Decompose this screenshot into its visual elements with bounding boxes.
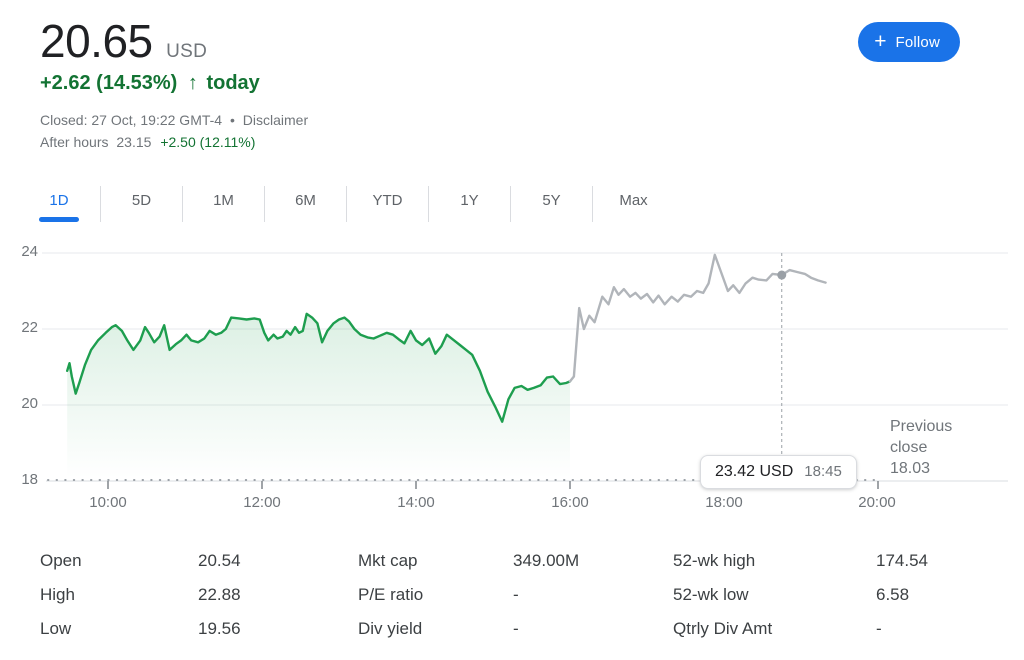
stat-value-mkt-cap: 349.00M bbox=[513, 551, 580, 570]
x-axis-tick: 14:00 bbox=[397, 494, 435, 511]
y-axis-tick: 20 bbox=[21, 395, 38, 412]
follow-button[interactable]: + Follow bbox=[858, 22, 960, 62]
tooltip-time: 18:45 bbox=[804, 463, 842, 480]
stat-value-high: 22.88 bbox=[198, 585, 241, 604]
tab-5d[interactable]: 5D bbox=[100, 186, 182, 222]
range-tabs: 1D 5D 1M 6M YTD 1Y 5Y Max bbox=[18, 186, 674, 222]
tab-1d[interactable]: 1D bbox=[18, 186, 100, 222]
after-hours-label: After hours bbox=[40, 134, 109, 150]
stat-label-div-yield: Div yield bbox=[358, 619, 423, 638]
x-axis-tick: 12:00 bbox=[243, 494, 281, 511]
change-period: today bbox=[206, 72, 260, 94]
x-axis-tick: 20:00 bbox=[858, 494, 896, 511]
stat-value-low: 19.56 bbox=[198, 619, 241, 638]
tab-1m[interactable]: 1M bbox=[182, 186, 264, 222]
price-header: 20.65 USD bbox=[40, 14, 207, 68]
stat-label-low: Low bbox=[40, 619, 72, 638]
stat-value-52wk-high: 174.54 bbox=[876, 551, 928, 570]
stat-label-mkt-cap: Mkt cap bbox=[358, 551, 418, 570]
plus-icon: + bbox=[874, 29, 887, 53]
stat-label-open: Open bbox=[40, 551, 82, 570]
dot-separator: • bbox=[229, 112, 235, 128]
key-stats-table: Open 20.54 Mkt cap 349.00M 52-wk high 17… bbox=[40, 544, 984, 646]
y-axis-tick: 18 bbox=[21, 471, 38, 488]
stat-value-open: 20.54 bbox=[198, 551, 241, 570]
after-hours-price: 23.15 bbox=[116, 134, 152, 150]
x-axis-tick: 18:00 bbox=[705, 494, 743, 511]
tab-6m[interactable]: 6M bbox=[264, 186, 346, 222]
up-arrow-icon: ↑ bbox=[187, 72, 198, 94]
disclaimer-link[interactable]: Disclaimer bbox=[242, 112, 309, 128]
y-axis-tick: 22 bbox=[21, 319, 38, 336]
follow-button-label: Follow bbox=[895, 33, 940, 51]
stat-label-high: High bbox=[40, 585, 75, 604]
price-chart[interactable] bbox=[0, 238, 1024, 523]
stat-label-52wk-low: 52-wk low bbox=[673, 585, 749, 604]
tab-ytd[interactable]: YTD bbox=[346, 186, 428, 222]
stat-value-qtrly-div-amt: - bbox=[876, 619, 882, 638]
market-status: Closed: 27 Oct, 19:22 GMT-4 • Disclaimer bbox=[40, 112, 308, 128]
change-amount: +2.62 (14.53%) bbox=[40, 72, 178, 94]
y-axis-tick: 24 bbox=[21, 243, 38, 260]
previous-close-value: 18.03 bbox=[890, 460, 931, 477]
stat-value-52wk-low: 6.58 bbox=[876, 585, 910, 604]
current-price: 20.65 bbox=[40, 15, 153, 67]
tooltip-price: 23.42 USD bbox=[715, 463, 794, 480]
x-axis-tick: 10:00 bbox=[89, 494, 127, 511]
tab-1y[interactable]: 1Y bbox=[428, 186, 510, 222]
after-hours-change: +2.50 (12.11%) bbox=[160, 134, 256, 150]
stat-label-pe-ratio: P/E ratio bbox=[358, 585, 424, 604]
tab-max[interactable]: Max bbox=[592, 186, 674, 222]
currency-label: USD bbox=[166, 41, 208, 62]
stat-value-div-yield: - bbox=[513, 619, 519, 638]
stat-label-qtrly-div-amt: Qtrly Div Amt bbox=[673, 619, 773, 638]
previous-close-block: Previous close 18.03 bbox=[890, 416, 972, 479]
x-axis-tick: 16:00 bbox=[551, 494, 589, 511]
previous-close-label: Previous close bbox=[890, 418, 953, 456]
stat-value-pe-ratio: - bbox=[513, 585, 519, 604]
tab-5y[interactable]: 5Y bbox=[510, 186, 592, 222]
closed-timestamp: Closed: 27 Oct, 19:22 GMT-4 bbox=[40, 112, 223, 128]
stat-label-52wk-high: 52-wk high bbox=[673, 551, 756, 570]
chart-tooltip: 23.42 USD 18:45 bbox=[700, 455, 857, 489]
after-hours-status: After hours 23.15 +2.50 (12.11%) bbox=[40, 134, 255, 150]
price-change: +2.62 (14.53%) ↑ today bbox=[40, 72, 260, 95]
